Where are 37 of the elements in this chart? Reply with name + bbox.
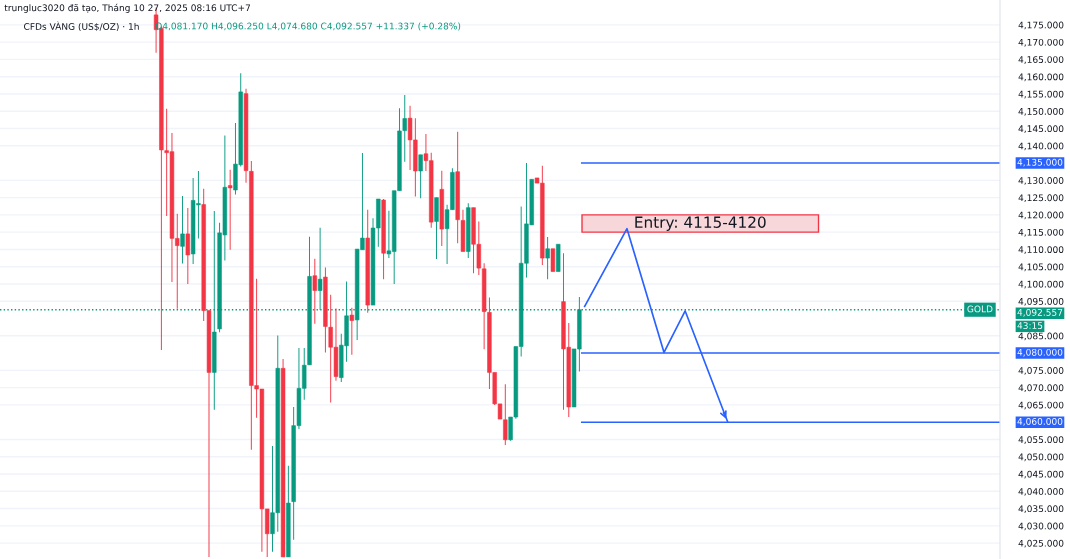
ref-line-label: 4,092.557 — [1017, 308, 1063, 317]
y-tick-label: 4,125.000 — [1018, 194, 1064, 203]
y-tick-label: 4,035.000 — [1018, 505, 1064, 514]
band-label: Entry: 4115-4120 — [635, 216, 766, 231]
y-tick-label: 4,115.000 — [1018, 228, 1064, 237]
y-tick-label: 4,175.000 — [1018, 21, 1064, 30]
y-tick-label: 4,105.000 — [1018, 263, 1064, 272]
y-tick-label: 4,025.000 — [1018, 539, 1064, 548]
y-tick-label: 4,100.000 — [1018, 280, 1064, 289]
y-tick-label: 4,045.000 — [1018, 470, 1064, 479]
ref-line-label: 4,135.000 — [1017, 158, 1063, 167]
y-tick-label: 4,140.000 — [1018, 142, 1064, 151]
y-tick-label: 4,110.000 — [1018, 246, 1064, 254]
y-tick-label: 4,095.000 — [1018, 298, 1064, 306]
y-tick-label: 4,145.000 — [1018, 125, 1064, 133]
y-tick-label: 4,070.000 — [1018, 384, 1064, 393]
ref-line-label: 4,080.000 — [1017, 348, 1063, 357]
candlestick — [227, 169, 233, 250]
y-tick-label: 4,165.000 — [1018, 56, 1064, 64]
y-tick-label: 4,050.000 — [1018, 453, 1064, 462]
y-tick-label: 4,040.000 — [1018, 488, 1064, 496]
y-tick-label: 4,130.000 — [1018, 177, 1064, 185]
y-tick-label: 4,055.000 — [1018, 436, 1064, 444]
ref-line-label: 4,060.000 — [1017, 417, 1063, 426]
annotation: trungluc3020 đã tạo, Tháng 10 27, 2025 08:16 UTC+7 — [4, 3, 251, 13]
y-tick-label: 4,065.000 — [1018, 401, 1064, 410]
y-tick-label: 4,030.000 — [1018, 522, 1064, 531]
y-tick-label: 4,155.000 — [1018, 90, 1064, 99]
y-tick-label: 4,075.000 — [1018, 367, 1064, 375]
y-tick-label: 4,150.000 — [1018, 107, 1064, 116]
y-tick-label: 4,085.000 — [1018, 332, 1064, 341]
annotation: GOLD — [967, 305, 993, 313]
annotation: CFDs VÀNG (US$/OZ) · 1h — [24, 21, 139, 32]
y-tick-label: 4,170.000 — [1018, 38, 1064, 47]
y-tick-label: 4,160.000 — [1018, 73, 1064, 82]
text: 43:15 — [1017, 322, 1043, 329]
y-tick-label: 4,120.000 — [1018, 211, 1064, 220]
